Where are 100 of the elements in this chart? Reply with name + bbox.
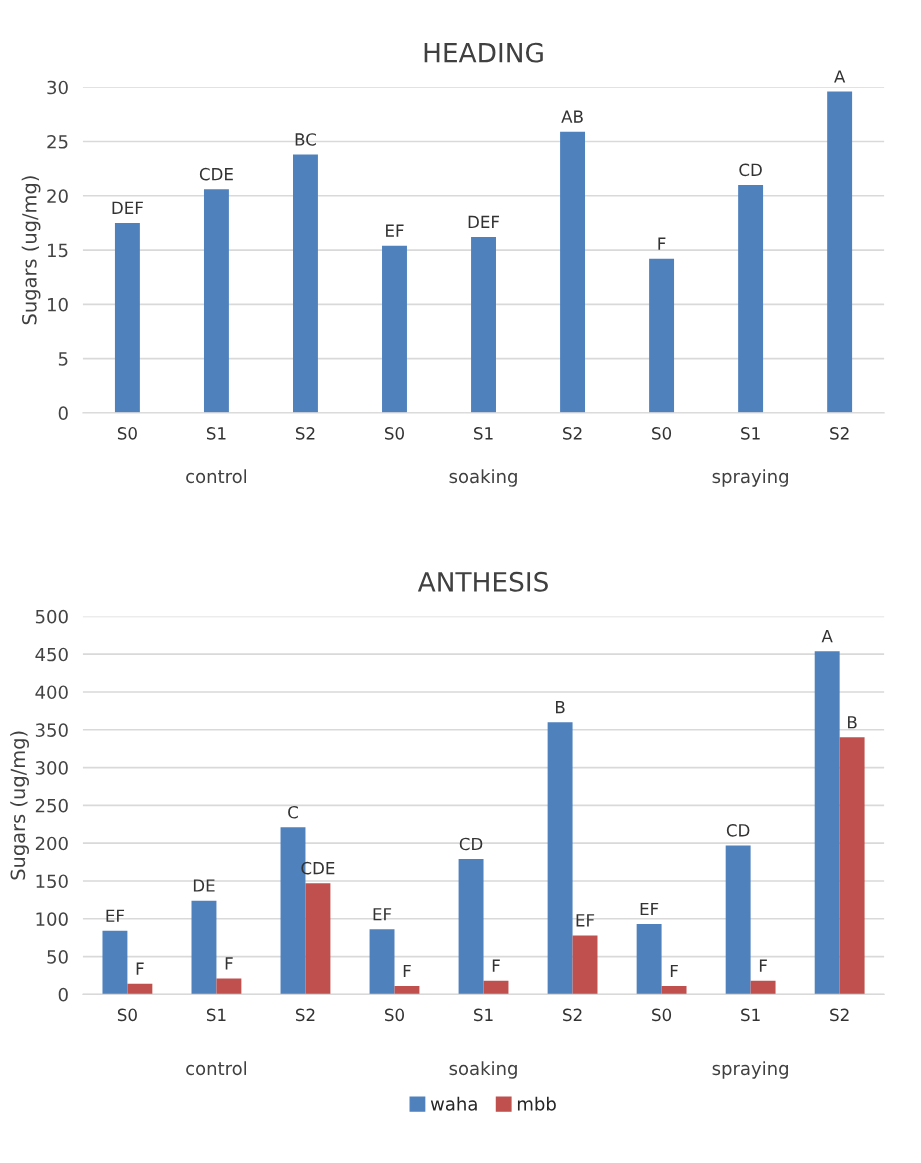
y-tick-label: 5 [58,352,68,366]
x-tick-label: S0 [117,427,137,440]
bar [814,651,840,995]
y-axis-title: Sugars (ug/mg) [21,176,41,325]
y-tick-label: 400 [35,685,68,700]
x-tick-label: S2 [830,427,849,440]
data-label: EF [106,909,125,922]
text: soaking [449,1061,517,1079]
y-tick-label: 15 [48,243,68,258]
bar [636,924,662,995]
x-tick-label: S1 [741,1008,760,1022]
x-tick-label: S2 [563,1008,582,1022]
bar [827,91,853,413]
data-label: F [403,964,411,978]
x-tick-label: S0 [385,1008,404,1022]
bar [458,859,484,995]
text: spraying [712,469,788,487]
x-tick-label: S0 [117,1008,137,1022]
x-tick-label: S1 [206,1008,226,1022]
data-label: F [492,959,500,972]
data-label: A [821,629,833,643]
x-tick-label: S2 [295,1008,315,1022]
bar [394,986,420,995]
x-tick-label: S0 [652,427,672,440]
text: spraying [712,1061,788,1079]
y-tick-label: 250 [35,798,68,813]
y-tick-label: 500 [35,609,68,624]
y-tick-label: 30 [47,80,68,95]
data-label: EF [640,902,659,916]
data-label: F [759,959,767,972]
data-label: DEF [112,201,143,214]
data-label: BC [295,133,316,146]
data-label: CDE [199,167,233,181]
y-tick-label: 200 [35,836,68,851]
data-label: F [670,964,678,978]
data-label: EF [386,224,404,237]
y-tick-label: 10 [48,297,68,312]
data-label: CD [726,824,750,837]
bar [293,154,318,413]
text: soaking [449,469,517,487]
bar [839,737,865,995]
bar [547,722,573,995]
data-label: EF [576,914,595,927]
x-tick-label: S2 [563,427,582,440]
x-tick-label: S1 [206,427,226,440]
text: control [186,1061,247,1076]
bar [572,935,598,995]
data-label: CD [739,163,762,177]
data-label: DEF [468,215,500,228]
data-label: C [288,805,298,819]
data-label: B [556,701,565,714]
bar [216,978,242,995]
y-tick-label: 150 [36,874,68,889]
x-tick-label: S1 [474,1008,493,1022]
bar [560,131,586,413]
y-tick-label: 0 [58,406,68,420]
y-tick-label: 350 [35,723,68,737]
data-label: CD [459,837,483,851]
bar [661,986,687,995]
y-tick-label: 50 [47,950,68,964]
y-axis-title: Sugars (ug/mg) [10,731,29,880]
chart-title: HEADING [424,42,543,63]
x-tick-label: S0 [652,1008,672,1022]
text: control [186,469,247,484]
y-tick-label: 20 [47,189,68,203]
chart-title: ANTHESIS [417,571,548,592]
bar [102,930,128,995]
y-tick-label: 100 [36,912,68,926]
bar [305,883,331,995]
data-label: EF [373,908,392,921]
data-label: F [225,957,233,970]
data-label: B [848,716,857,729]
bar [471,237,496,413]
bar [203,189,229,413]
bar [191,900,217,995]
bar [382,245,407,413]
x-tick-label: S2 [830,1008,849,1022]
data-label: F [658,237,666,250]
legend-label: mbb [517,1096,556,1111]
data-label: AB [561,110,583,123]
x-tick-label: S2 [295,427,315,440]
bar [369,929,395,995]
bar [725,845,751,995]
data-label: DE [193,879,215,892]
legend-label: waha [430,1096,477,1111]
bar [127,983,153,995]
bar [114,222,140,413]
y-tick-label: 300 [35,761,68,775]
y-tick-label: 0 [58,987,68,1002]
x-tick-label: S0 [385,427,404,440]
y-tick-label: 450 [35,647,68,662]
data-label: A [834,70,846,83]
bar [750,980,776,995]
y-tick-label: 25 [47,134,68,149]
bar [649,258,675,413]
x-tick-label: S1 [741,427,760,440]
bar [738,184,764,413]
x-tick-label: S1 [474,427,493,440]
bar [483,980,509,995]
data-label: F [136,962,144,975]
